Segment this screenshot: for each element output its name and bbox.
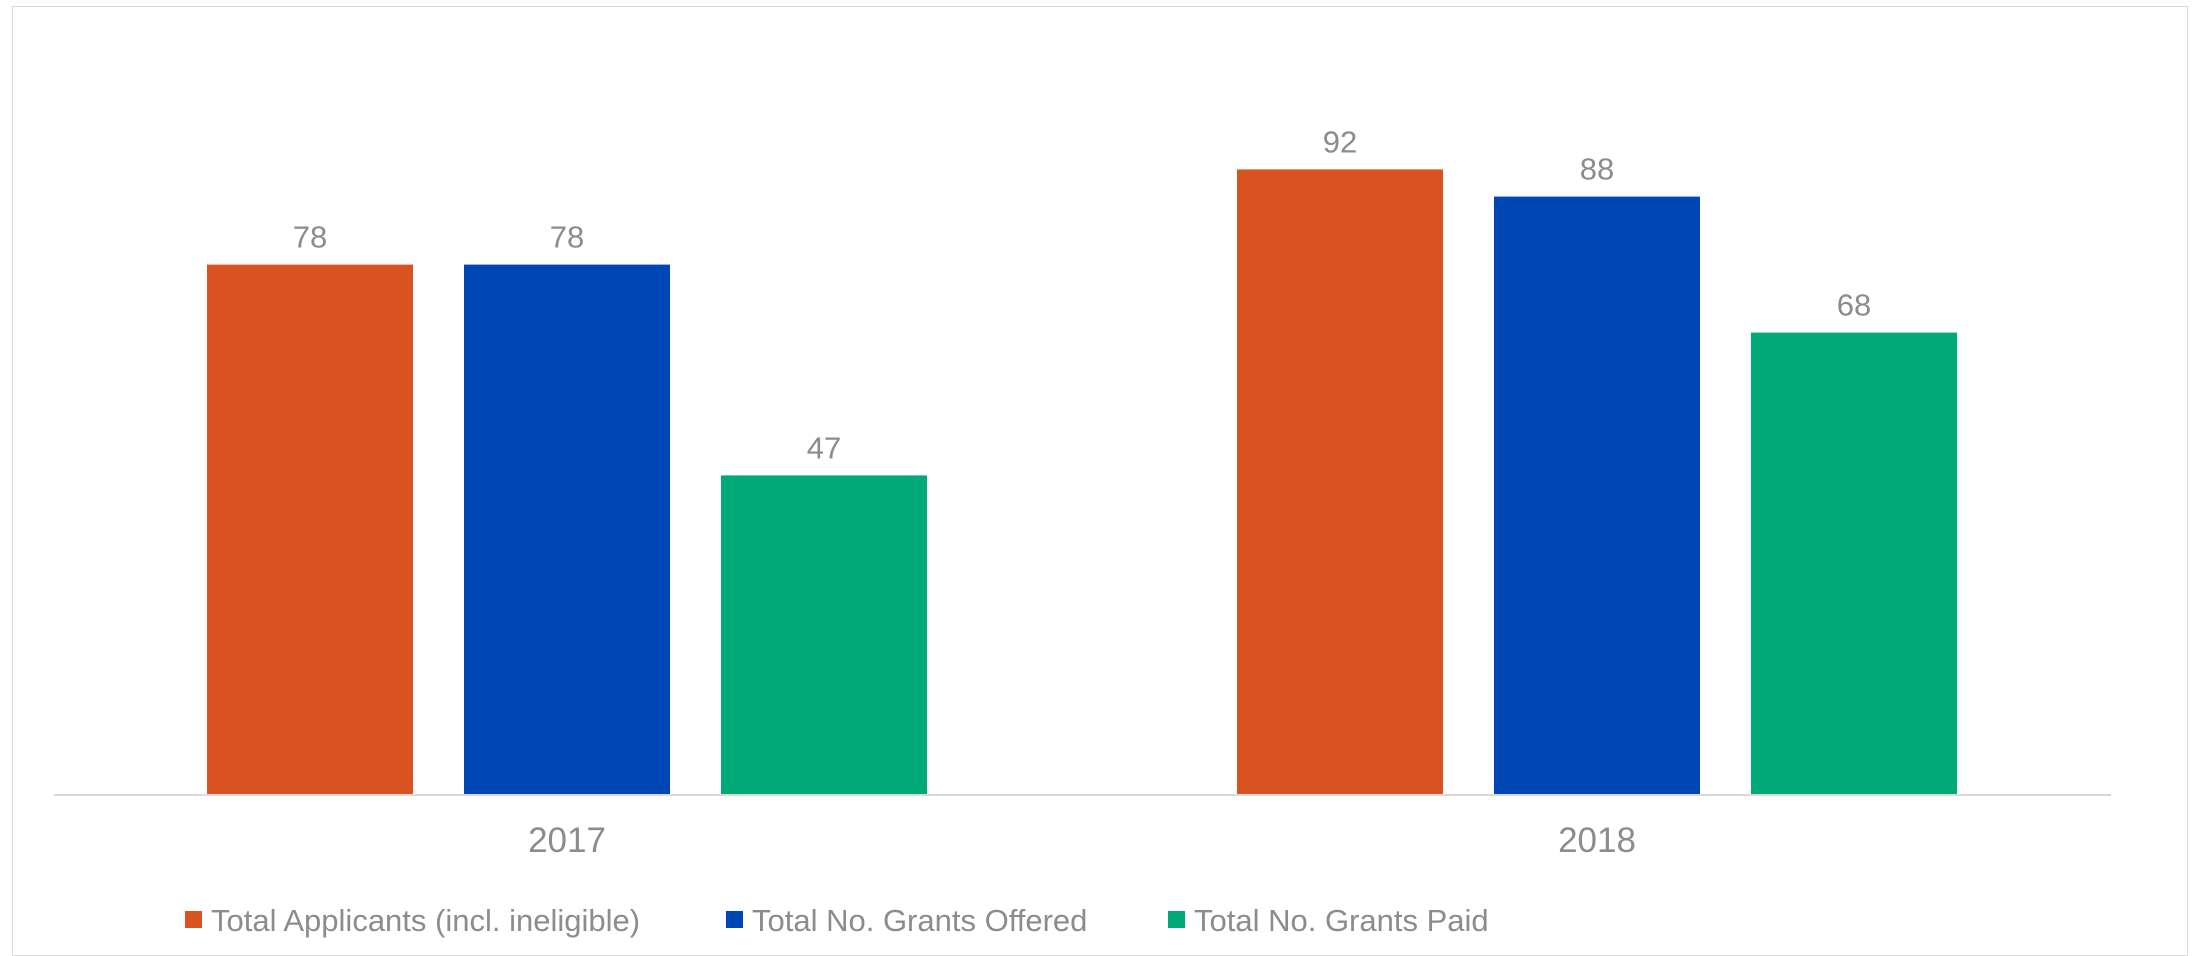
data-label-2017-series-2: 78 — [550, 220, 584, 255]
bar-2017-series-2 — [464, 264, 670, 796]
data-label-2018-series-2: 88 — [1580, 152, 1614, 187]
bar-2018-series-2 — [1494, 196, 1700, 796]
legend: Total Applicants (incl. ineligible) Total… — [185, 903, 1489, 938]
bar-2017-series-1 — [207, 264, 413, 796]
data-label-2017-series-3: 47 — [807, 430, 841, 465]
bars-layer — [207, 169, 1957, 796]
legend-label-series-3: Total No. Grants Paid — [1194, 903, 1489, 938]
x-tick-label-2017: 2017 — [528, 821, 606, 860]
bar-2018-series-3 — [1751, 332, 1957, 795]
data-label-2018-series-1: 92 — [1323, 124, 1357, 159]
x-tick-label-2018: 2018 — [1558, 821, 1636, 860]
x-tick-labels: 2017 2018 — [528, 821, 1636, 860]
bar-2017-series-3 — [721, 475, 927, 795]
data-label-2018-series-3: 68 — [1837, 288, 1871, 323]
legend-swatch-series-1 — [185, 911, 202, 928]
legend-swatch-series-2 — [726, 911, 743, 928]
legend-swatch-series-3 — [1168, 911, 1185, 928]
data-label-2017-series-1: 78 — [293, 220, 327, 255]
legend-label-series-1: Total Applicants (incl. ineligible) — [211, 903, 640, 938]
bar-2018-series-1 — [1237, 169, 1443, 795]
data-labels-layer: 78 78 47 92 88 68 — [293, 124, 1871, 465]
legend-label-series-2: Total No. Grants Offered — [752, 903, 1087, 938]
